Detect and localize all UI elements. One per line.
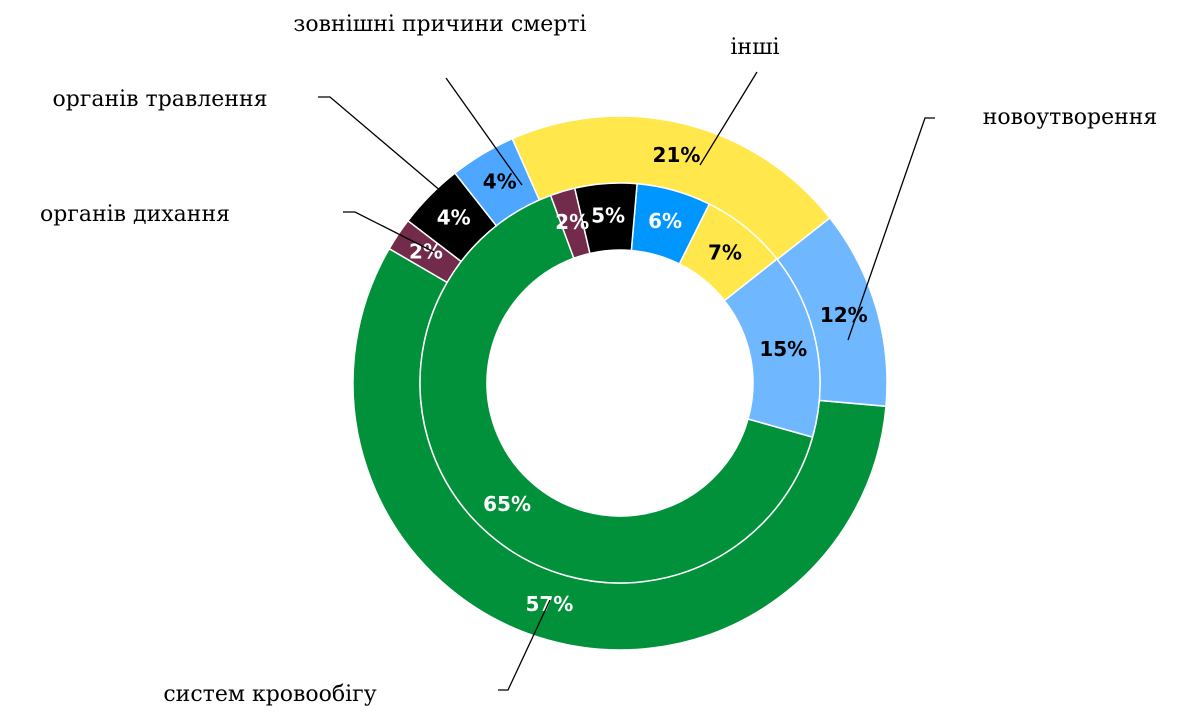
leader-line: [343, 211, 435, 253]
value-label: 57%: [525, 592, 573, 616]
leader-line: [318, 96, 443, 193]
ring-segment: [630, 182, 711, 265]
category-label: зовнішні причини смерті: [293, 12, 587, 37]
ring-segment: [723, 257, 821, 439]
value-label: 15%: [759, 337, 807, 361]
ring-segment: [678, 203, 779, 302]
value-label: 7%: [708, 240, 742, 264]
leader-line: [699, 71, 758, 166]
leader-line: [445, 77, 523, 186]
rings: 57%12%21%4%4%2%65%15%7%6%5%2%: [352, 115, 888, 651]
value-label: 2%: [555, 210, 589, 234]
ring-segment: [573, 182, 638, 255]
ring-segment: [419, 194, 814, 584]
value-label: 2%: [409, 240, 443, 264]
category-label: систем кровообігу: [163, 682, 377, 707]
value-label: 65%: [483, 492, 531, 516]
value-label: 21%: [653, 143, 701, 167]
value-label: 4%: [437, 206, 471, 230]
value-label: 5%: [591, 203, 625, 227]
leader-line: [847, 117, 935, 341]
leader-line: [498, 599, 551, 691]
value-label: 6%: [648, 209, 682, 233]
category-label: органів травлення: [52, 87, 268, 112]
category-label: органів дихання: [40, 202, 230, 227]
value-label: 12%: [820, 303, 868, 327]
category-label: новоутворення: [982, 105, 1158, 130]
ring-segment: [549, 187, 591, 260]
category-label: інші: [730, 35, 780, 60]
value-label: 4%: [483, 169, 517, 193]
